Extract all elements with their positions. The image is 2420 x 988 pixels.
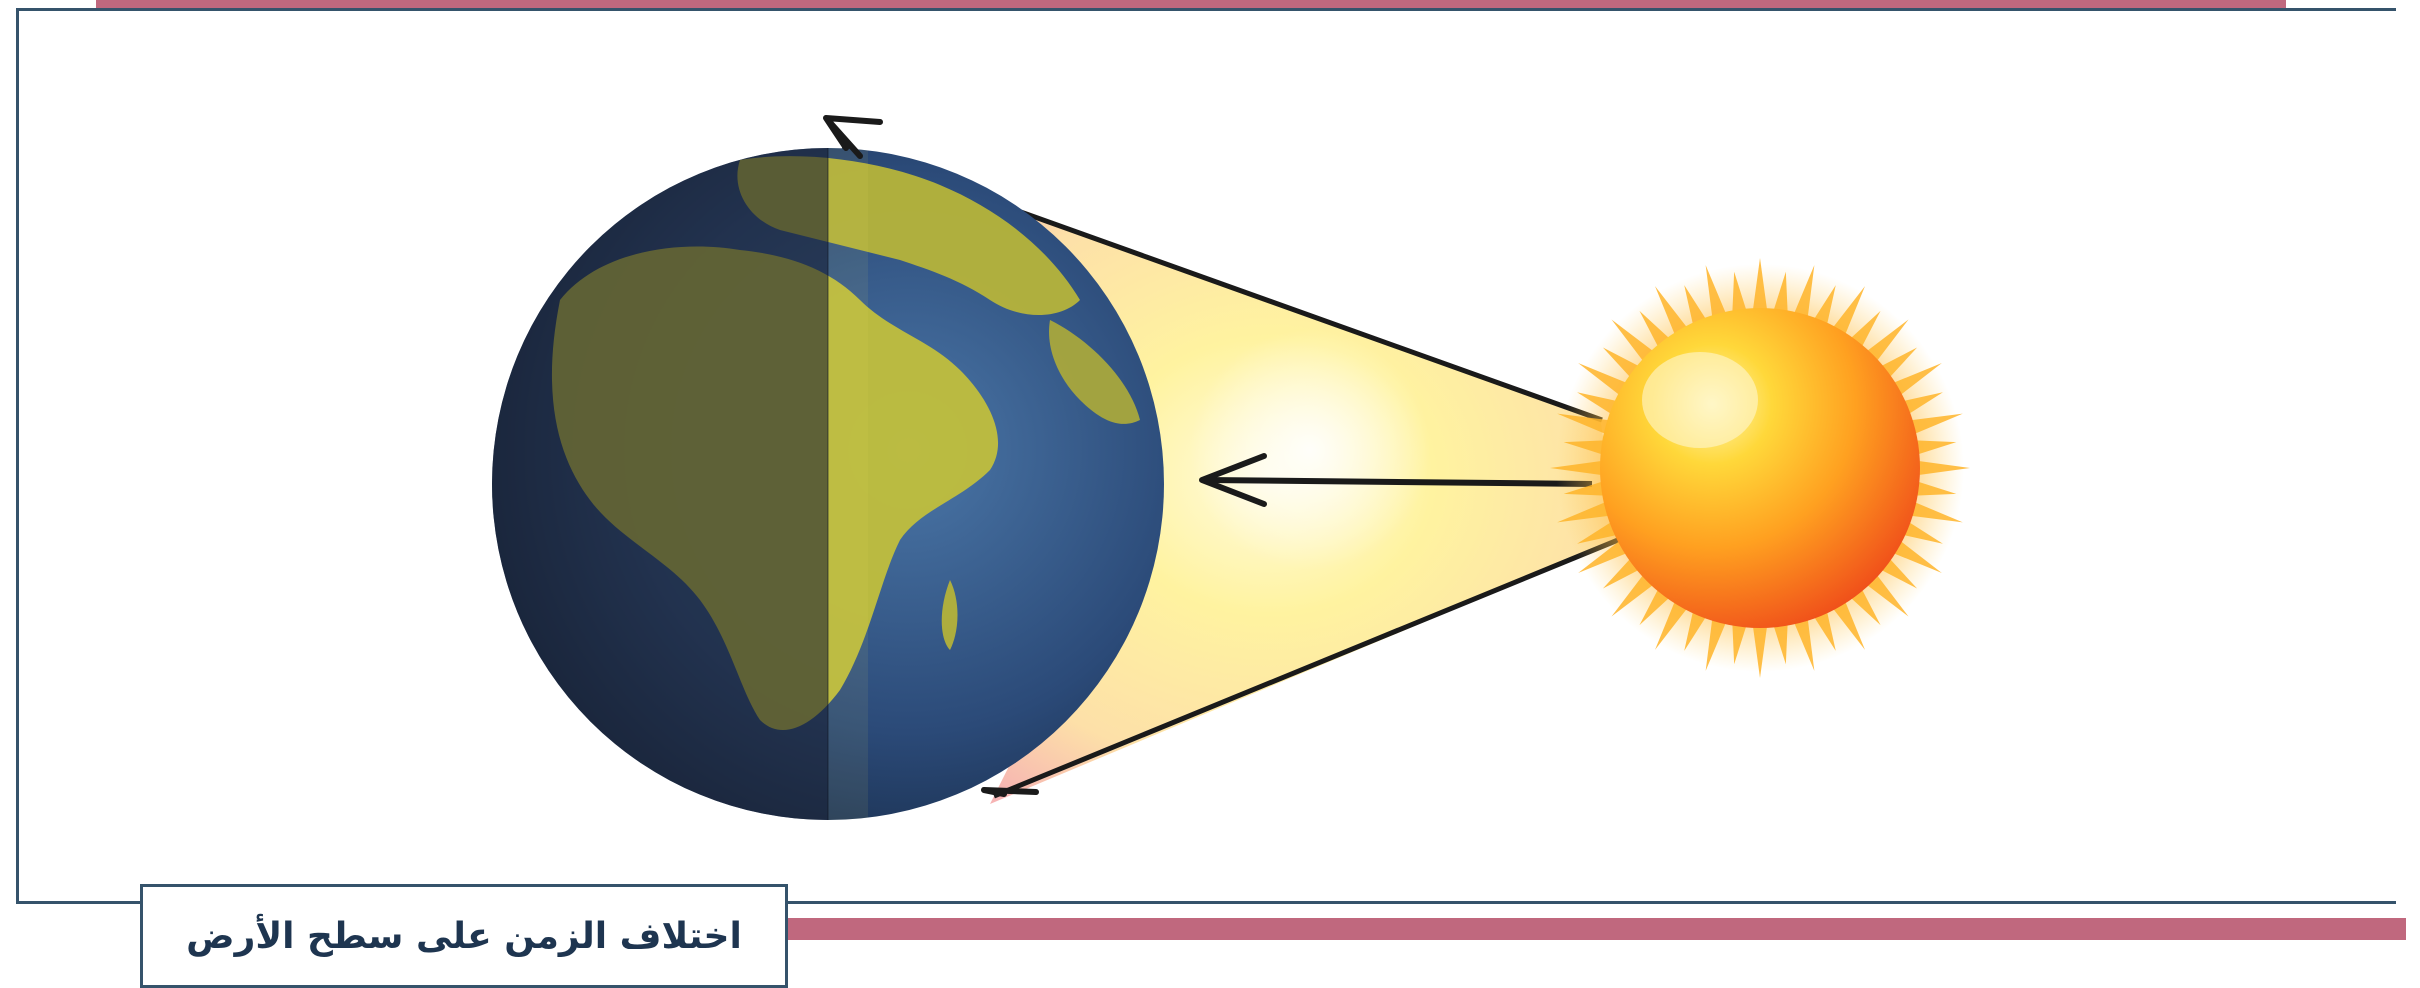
sun-ray: [1550, 460, 1603, 476]
sun-ray: [1832, 601, 1865, 650]
sun-ray: [1910, 413, 1963, 435]
sun-ray: [1893, 363, 1942, 396]
sun-ray: [1611, 319, 1654, 362]
caption-box: اختلاف الزمن على سطح الأرض: [140, 884, 788, 988]
sun-ray: [1910, 501, 1963, 523]
sun-ray: [1602, 347, 1640, 378]
sun-ray: [1893, 540, 1942, 573]
sun-ray: [1915, 440, 1957, 455]
rotation-arrow-icon: [981, 787, 1039, 797]
bottom-accent-bar: [786, 918, 2406, 940]
diagram-frame: [16, 8, 2396, 904]
sun-ray: [1577, 392, 1617, 415]
sun-ray: [1850, 588, 1881, 626]
sun-ray: [1639, 310, 1670, 348]
sun-ray: [1880, 347, 1918, 378]
sun-ray: [1655, 286, 1688, 335]
sun-ray: [1813, 285, 1836, 325]
sun-ray: [1773, 623, 1788, 665]
sun-ray: [1639, 588, 1670, 626]
sun-ray: [1684, 285, 1707, 325]
sun-ray: [1732, 271, 1747, 313]
sun-ray: [1557, 413, 1610, 435]
sun-ray: [1602, 558, 1640, 589]
sun-ray: [1866, 574, 1909, 617]
sun-ray: [1752, 258, 1768, 311]
sun-ray: [1655, 601, 1688, 650]
sun-ray: [1917, 460, 1970, 476]
sun-ray: [1793, 265, 1815, 318]
sun-ray: [1557, 501, 1610, 523]
sun-ray: [1705, 618, 1727, 671]
sun-ray: [1705, 265, 1727, 318]
caption-title: اختلاف الزمن على سطح الأرض: [186, 915, 742, 957]
sun-ray: [1773, 271, 1788, 313]
sun-ray: [1578, 540, 1627, 573]
sun-ray: [1732, 623, 1747, 665]
sun-ray: [1793, 618, 1815, 671]
sun-ray: [1684, 611, 1707, 651]
sun-ray: [1832, 286, 1865, 335]
sun-ray: [1866, 319, 1909, 362]
sun-ray: [1563, 440, 1605, 455]
sun-ray: [1813, 611, 1836, 651]
sun-ray: [1850, 310, 1881, 348]
sun-ray: [1563, 481, 1605, 496]
sun-ray: [1611, 574, 1654, 617]
light-ray-arrow-icon: [1199, 453, 1593, 507]
sun-ray: [1577, 521, 1617, 544]
sun-ray: [1752, 625, 1768, 678]
sun-ray: [1578, 363, 1627, 396]
top-accent-bar: [96, 0, 2286, 9]
sun-icon: [1550, 258, 1970, 678]
sun-ray: [1915, 481, 1957, 496]
rotation-arrow-icon: [823, 115, 883, 159]
sun-ray: [1903, 392, 1943, 415]
sun-ray: [1903, 521, 1943, 544]
sun-ray: [1880, 558, 1918, 589]
